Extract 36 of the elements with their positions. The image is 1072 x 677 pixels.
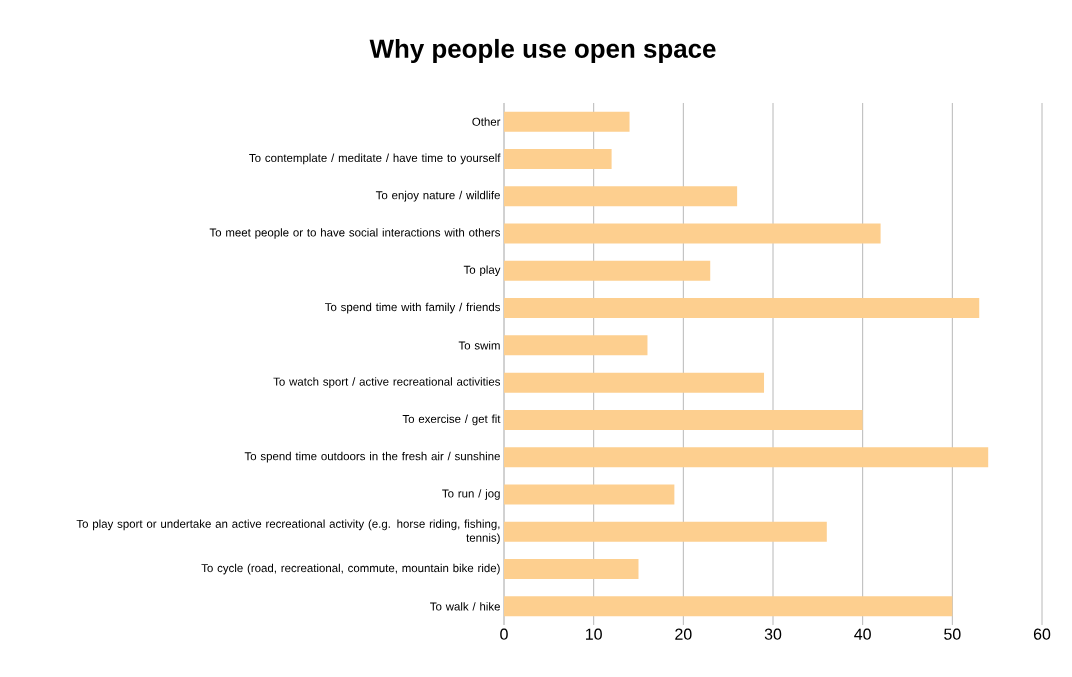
bar	[504, 223, 881, 244]
bar	[504, 186, 738, 207]
y-tick-label: To spend time with family / friends	[325, 302, 501, 314]
x-tick-label: 10	[586, 628, 602, 640]
x-tick-label: 40	[854, 628, 871, 640]
y-tick-label: To play sport or undertake an active recreational activity (e.g. horse riding, fishing, tennis)	[76, 519, 500, 545]
y-tick-label: To enjoy nature / wildlife	[375, 190, 500, 202]
bar	[504, 260, 711, 281]
y-tick-label: To walk / hike	[430, 602, 500, 611]
y-tick-label: Other	[472, 117, 501, 126]
x-tick-label: 30	[764, 628, 782, 640]
bar	[504, 559, 639, 580]
bar	[504, 111, 630, 132]
bar	[504, 484, 675, 505]
y-tick-label: To exercise / get fit	[402, 414, 501, 426]
y-tick-label: To contemplate / meditate / have time to yourself	[249, 153, 501, 165]
bar	[504, 148, 612, 169]
y-tick-label: To spend time outdoors in the fresh air / sunshine	[244, 451, 500, 463]
y-tick-label: To swim	[458, 341, 500, 350]
bar	[504, 335, 648, 356]
bar	[504, 521, 827, 542]
x-tick-label: 0	[500, 628, 508, 640]
bar	[504, 298, 980, 319]
y-tick-label: To play	[463, 265, 501, 277]
bar	[504, 447, 989, 468]
y-tick-label: To meet people or to have social interactions with others	[209, 228, 501, 239]
y-tick-label: To watch sport / active recreational activities	[273, 377, 501, 388]
y-tick-label: To cycle (road, recreational, commute, mountain bike ride)	[201, 563, 500, 575]
bar	[504, 596, 953, 617]
x-tick-label: 60	[1033, 628, 1051, 640]
y-tick-label: To run / jog	[442, 489, 500, 500]
x-tick-label: 50	[944, 628, 961, 640]
bar	[504, 372, 765, 393]
bar	[504, 409, 863, 430]
chart-title: Why people use open space	[369, 38, 716, 64]
x-tick-label: 20	[675, 628, 692, 640]
